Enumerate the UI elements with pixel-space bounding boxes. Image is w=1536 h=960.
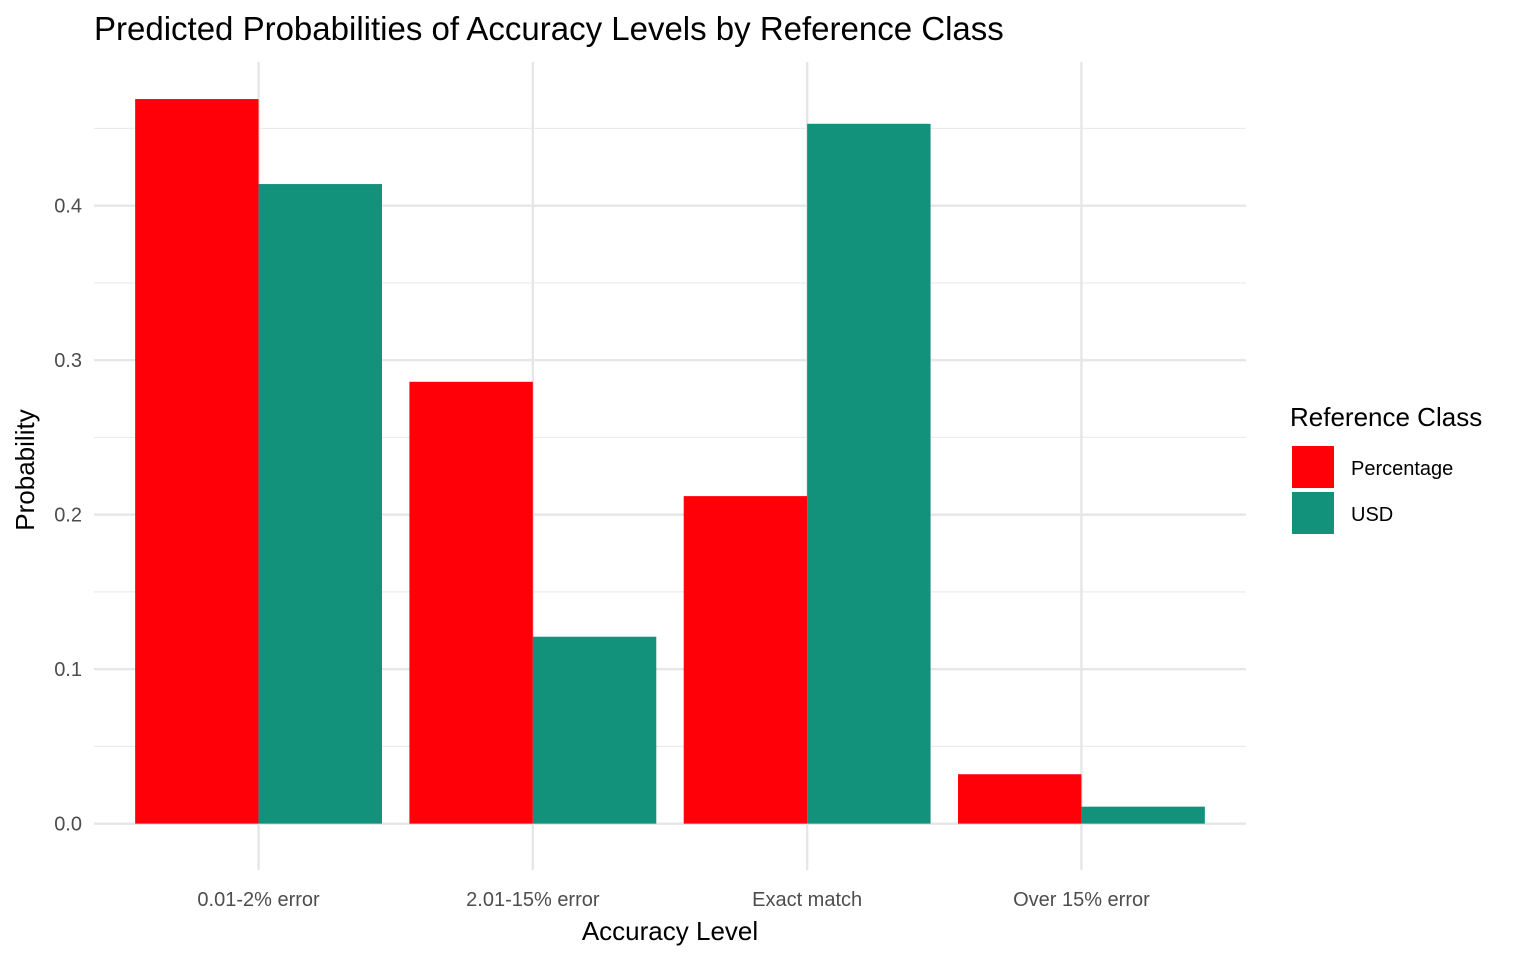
x-tick-label: 2.01-15% error (466, 889, 600, 911)
legend-key (1292, 446, 1334, 488)
bars (135, 99, 1205, 824)
x-axis-tick-labels: 0.01-2% error 2.01-15% error Exact match Ov… (197, 889, 1150, 911)
bar-usd (1081, 806, 1205, 824)
y-axis-title: Probability (10, 409, 40, 530)
bar-usd (258, 184, 382, 824)
x-tick-label: Over 15% error (1013, 889, 1150, 911)
bar-percentage (683, 496, 808, 824)
y-axis-tick-labels: 0.0 0.1 0.2 0.3 0.4 (54, 196, 82, 836)
bar-usd (807, 123, 931, 824)
y-tick-label: 0.0 (54, 814, 82, 836)
bar-usd (532, 636, 657, 824)
legend-key (1292, 492, 1334, 534)
y-tick-label: 0.3 (54, 350, 82, 372)
legend-label: Percentage (1351, 458, 1453, 480)
bar-percentage (135, 99, 259, 824)
y-tick-label: 0.2 (54, 505, 82, 527)
x-axis-title: Accuracy Level (582, 916, 758, 946)
bar-percentage (409, 381, 533, 824)
legend-label: USD (1351, 504, 1393, 526)
legend-items: Percentage USD (1292, 446, 1453, 534)
legend-title: Reference Class (1290, 402, 1482, 432)
y-tick-label: 0.1 (54, 659, 82, 681)
legend: Reference Class Percentage USD (1290, 402, 1482, 534)
x-tick-label: Exact match (752, 889, 862, 911)
x-tick-label: 0.01-2% error (197, 889, 320, 911)
bar-percentage (958, 774, 1082, 824)
y-tick-label: 0.4 (54, 196, 82, 218)
chart-title: Predicted Probabilities of Accuracy Leve… (94, 10, 1004, 47)
